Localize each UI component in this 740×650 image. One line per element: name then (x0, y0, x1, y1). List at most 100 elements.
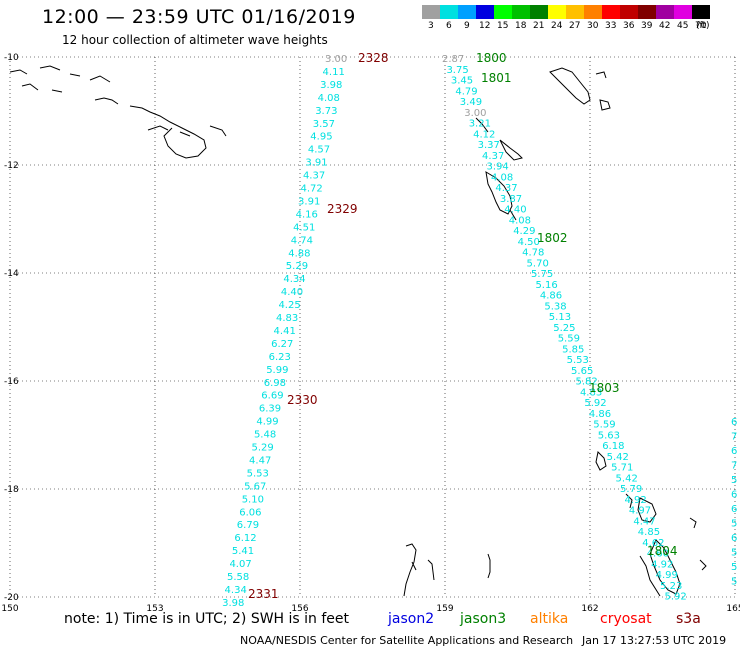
legend-swatch-9 (458, 5, 476, 19)
swh-value: 6.12 (234, 533, 256, 544)
swh-value: 4.47 (249, 455, 271, 466)
swh-value: 4.51 (293, 222, 315, 233)
swh-value: 5.16 (535, 280, 557, 291)
swh-value: 5.41 (232, 546, 254, 557)
edge-swh-value: 7 (731, 461, 737, 472)
swh-value: 3.73 (315, 106, 337, 117)
time-label-1802: 1802 (537, 231, 568, 245)
coastline-new-caledonia (403, 543, 491, 597)
legend-label-42: 42 (659, 21, 671, 31)
lat-label--12: -12 (4, 161, 19, 171)
lat-label--10: -10 (4, 53, 19, 63)
legend-swatch-12 (476, 5, 494, 19)
swh-value: 4.72 (301, 184, 323, 195)
legend-swatch-39 (638, 5, 656, 19)
swh-value: 3.94 (487, 162, 509, 173)
legend-swatch-27 (566, 5, 584, 19)
lat-label--16: -16 (4, 377, 19, 387)
swh-value: 4.08 (318, 93, 340, 104)
legend-label-39: 39 (641, 21, 653, 31)
swh-value: 4.92 (651, 559, 673, 570)
lon-label-150: 150 (1, 604, 18, 614)
coastline-solomon-islands-west (9, 65, 227, 159)
swh-value: 3.75 (446, 65, 468, 76)
legend-swatch-30 (584, 5, 602, 19)
swh-value: 4.07 (229, 559, 251, 570)
color-legend (422, 5, 710, 19)
swh-value: 5.79 (620, 484, 642, 495)
swh-value: 4.83 (580, 387, 602, 398)
legend-swatch-6 (440, 5, 458, 19)
swh-value: 5.59 (558, 334, 580, 345)
lon-label-162: 162 (581, 604, 598, 614)
credit-text: NOAA/NESDIS Center for Satellite Applica… (240, 634, 574, 647)
swh-value: 5.53 (567, 355, 589, 366)
lat-label--14: -14 (4, 269, 19, 279)
edge-swh-value: 6 (731, 417, 737, 428)
legend-label-33: 33 (605, 21, 617, 31)
legend-swatch-42 (656, 5, 674, 19)
legend-label-9: 9 (464, 21, 470, 31)
swh-value: 4.08 (509, 215, 531, 226)
swh-value: 5.42 (607, 452, 629, 463)
swh-value: 4.12 (473, 129, 495, 140)
swh-value: 4.25 (278, 300, 300, 311)
swh-value: 3.91 (298, 196, 320, 207)
coastlines (9, 65, 707, 597)
swh-value: 4.41 (274, 326, 296, 337)
swh-value: 5.13 (549, 312, 571, 323)
legend-label-45: 45 (677, 21, 689, 31)
swh-value: 5.63 (598, 430, 620, 441)
time-label-2329: 2329 (327, 202, 358, 216)
swh-value: 6.23 (269, 352, 291, 363)
legend-label-27: 27 (569, 21, 581, 31)
swh-value: 4.40 (281, 287, 303, 298)
swh-value: 3.91 (305, 158, 327, 169)
swh-value: 5.99 (266, 365, 288, 376)
swh-value: 5.10 (242, 494, 264, 505)
swh-value: 5.58 (227, 572, 249, 583)
swh-value: 4.74 (291, 235, 313, 246)
legend-label-18: 18 (515, 21, 527, 31)
time-label-1803: 1803 (589, 381, 620, 395)
swh-value: 3.37 (478, 140, 500, 151)
swh-value: 3.87 (500, 194, 522, 205)
legend-label-70: 70 (695, 21, 707, 31)
satellite-name-altika: altika (530, 611, 569, 627)
axis-tick-labels: 150 153 156 159 162 165 -10 -12 -14 -16 -18 -20 (1, 53, 740, 614)
swh-value: 5.48 (254, 430, 276, 441)
lat-label--20: -20 (4, 593, 19, 603)
legend-label-24: 24 (551, 21, 563, 31)
edge-swh-value: 6 (731, 504, 737, 515)
swh-value: 5.85 (562, 344, 584, 355)
swh-value: 4.62 (642, 538, 664, 549)
edge-swh-value: 5 (731, 562, 737, 573)
time-label-2330: 2330 (287, 393, 318, 407)
swh-value: 5.92 (584, 398, 606, 409)
swh-value: 4.37 (482, 151, 504, 162)
lon-label-159: 159 (436, 604, 453, 614)
swh-value: 4.85 (638, 527, 660, 538)
legend-unit: (ft) (696, 21, 710, 31)
map-title: 12:00 — 23:59 UTC 01/16/2019 (42, 6, 356, 28)
time-label-1804: 1804 (647, 544, 678, 558)
edge-swh-value: 5 (731, 577, 737, 588)
legend-swatch-18 (512, 5, 530, 19)
lon-label-165: 165 (726, 604, 740, 614)
swh-value: 6.69 (261, 391, 283, 402)
time-label-2331: 2331 (248, 587, 279, 601)
swh-value: 4.34 (283, 274, 305, 285)
swh-value: 4.60 (647, 549, 669, 560)
swh-value: 4.34 (225, 585, 247, 596)
swh-value: 3.98 (222, 598, 244, 609)
swh-value: 4.08 (491, 172, 513, 183)
legend-swatch-15 (494, 5, 512, 19)
altimeter-tracks: 3.00 4.11 3.98 4.08 3.73 3.57 4.95 4.57 3.91 4.37… (222, 51, 737, 609)
legend-label-3: 3 (428, 21, 434, 31)
swh-value: 4.86 (589, 409, 611, 420)
legend-swatch-3 (422, 5, 440, 19)
swh-value: 6.06 (239, 507, 261, 518)
swh-value: 6.18 (602, 441, 624, 452)
legend-label-21: 21 (533, 21, 545, 31)
legend-swatch-21 (530, 5, 548, 19)
